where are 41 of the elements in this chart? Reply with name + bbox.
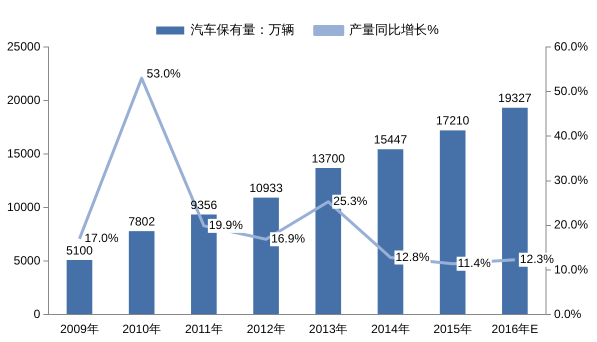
bar	[66, 260, 92, 314]
data-label: 17.0%	[84, 231, 119, 246]
x-tick-label: 2011年	[184, 322, 223, 336]
data-label: 19327	[498, 91, 532, 106]
data-label: 15447	[374, 132, 408, 147]
data-label: 13700	[312, 151, 346, 166]
bar	[128, 231, 154, 314]
data-label: 25.3%	[333, 194, 368, 208]
data-label: 11.4%	[458, 256, 492, 270]
y2-tick-label: 40.0%	[554, 128, 588, 143]
data-label: 17210	[436, 114, 470, 128]
x-tick-label: 2012年	[246, 322, 286, 336]
legend-label: 汽车保有量：万辆	[190, 22, 295, 38]
data-label: 12.8%	[395, 250, 430, 264]
data-label: 12.3%	[520, 252, 554, 266]
data-label: 10933	[249, 180, 284, 195]
data-label: 5100	[66, 243, 94, 258]
y2-tick-label: 0.0%	[554, 306, 582, 321]
y-tick-label: 15000	[6, 146, 41, 160]
x-tick-label: 2014年	[371, 322, 410, 336]
y2-tick-label: 60.0%	[554, 39, 588, 54]
y-tick-label: 10000	[6, 200, 41, 214]
data-label: 7802	[128, 214, 156, 228]
data-label: 53.0%	[146, 66, 182, 81]
y-tick-label: 5000	[14, 253, 41, 268]
x-tick-label: 2009年	[60, 322, 99, 336]
x-tick-label: 2016年E	[492, 322, 538, 336]
x-tick-label: 2013年	[308, 322, 348, 336]
x-tick-label: 2010年	[122, 322, 162, 336]
y2-tick-label: 30.0%	[554, 173, 588, 188]
data-label: 16.9%	[271, 232, 306, 246]
y2-tick-label: 10.0%	[554, 262, 588, 276]
y-tick-label: 0	[34, 306, 41, 321]
y-tick-label: 20000	[6, 92, 41, 107]
x-tick-label: 2015年	[433, 322, 472, 336]
data-label: 9356	[190, 198, 218, 212]
y2-tick-label: 20.0%	[554, 218, 588, 232]
data-label: 19.9%	[208, 218, 244, 232]
legend-label: 产量同比增长%	[349, 22, 440, 38]
y-tick-label: 25000	[6, 39, 41, 54]
y2-tick-label: 50.0%	[554, 84, 588, 98]
